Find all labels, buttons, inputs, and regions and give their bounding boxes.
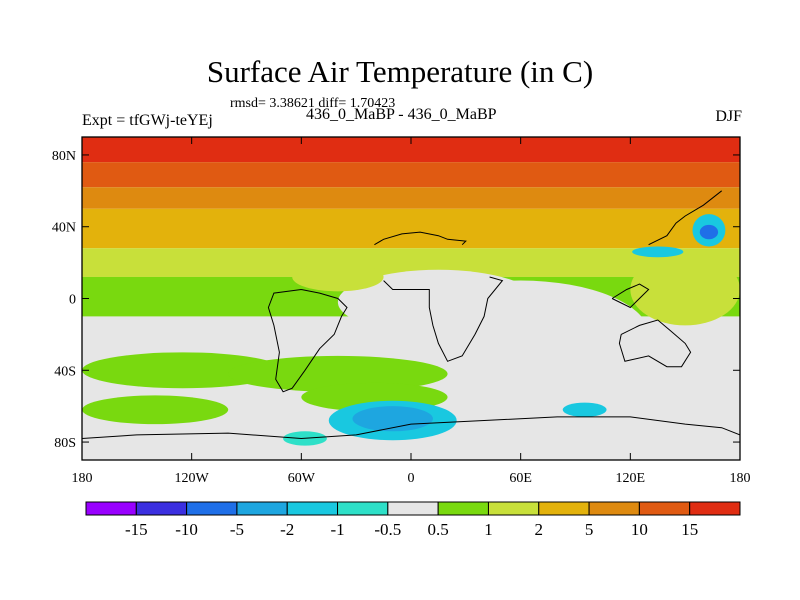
coastline-layer	[82, 190, 740, 440]
season-label: DJF	[715, 108, 742, 125]
x-tick-label: 120E	[616, 471, 646, 486]
coastline-2	[383, 276, 504, 362]
field-band-2	[82, 187, 740, 209]
field-band-3	[82, 208, 740, 249]
colorbar-label: 10	[631, 520, 648, 539]
field-patch-1	[392, 280, 649, 389]
y-tick-label: 40N	[52, 221, 76, 236]
y-tick-label: 80S	[54, 436, 76, 451]
colorbar-swatch	[437, 501, 489, 516]
coastline-5	[648, 190, 723, 246]
colorbar-swatch	[186, 501, 238, 516]
colorbar-label: 5	[585, 520, 594, 539]
coastline-1	[267, 289, 348, 393]
colorbar-label: -15	[125, 520, 148, 539]
colorbar-swatch	[135, 501, 188, 516]
colorbar-swatch	[538, 501, 590, 516]
y-tick-label: 0	[69, 293, 76, 308]
coastline-3	[618, 319, 692, 368]
field-patch-11	[699, 224, 719, 240]
colorbar-swatch	[638, 501, 691, 516]
x-tick-label: 60E	[509, 471, 532, 486]
field-patch-9	[352, 406, 433, 432]
field-patch-6	[292, 262, 384, 292]
x-tick-label: 0	[408, 471, 415, 486]
colorbar-label: -1	[330, 520, 344, 539]
experiment-label: Expt = tfGWj-teYEj	[82, 112, 213, 129]
axes-layer: 180 120W 60W 0 60E 120E 180 80N 40N 0 40S 80S	[52, 137, 751, 486]
chart-title: Surface Air Temperature (in C)	[206, 54, 594, 89]
coastline-6	[82, 416, 740, 440]
field-patch-12	[632, 246, 684, 258]
colorbar-swatch	[588, 501, 640, 516]
colorbar-swatch	[337, 501, 389, 516]
field-patch-7	[630, 253, 740, 326]
x-tick-label: 180	[72, 471, 93, 486]
colorbar-label: -10	[175, 520, 198, 539]
case-label: 436_0_MaBP - 436_0_MaBP	[306, 106, 497, 123]
colorbar: -15 -10 -5 -2 -1 -0.5 0.5 1 2 5 10 15	[85, 501, 741, 539]
colorbar-swatch	[487, 501, 540, 516]
colorbar-label: -2	[280, 520, 294, 539]
field-layer	[82, 137, 740, 460]
colorbar-label: 2	[535, 520, 544, 539]
x-tick-label: 180	[730, 471, 751, 486]
y-tick-label: 80N	[52, 149, 76, 164]
coastline-4	[611, 283, 650, 309]
colorbar-swatch	[689, 501, 741, 516]
field-patch-4	[82, 395, 229, 425]
colorbar-label: 15	[681, 520, 698, 539]
field-band-1	[82, 162, 740, 188]
field-patch-2	[82, 352, 284, 389]
colorbar-label: 0.5	[428, 520, 449, 539]
colorbar-swatch	[286, 501, 339, 516]
colorbar-swatch	[387, 501, 439, 516]
colorbar-label: 1	[484, 520, 493, 539]
x-tick-label: 120W	[175, 471, 210, 486]
colorbar-swatch	[236, 501, 288, 516]
y-tick-label: 40S	[54, 364, 76, 379]
colorbar-label: -0.5	[374, 520, 401, 539]
field-patch-13	[562, 402, 607, 417]
x-tick-label: 60W	[288, 471, 316, 486]
colorbar-label: -5	[230, 520, 244, 539]
coastline-0	[374, 231, 467, 246]
field-patch-3	[228, 355, 448, 392]
colorbar-swatch	[85, 501, 137, 516]
stats-line: rmsd= 3.38621 diff= 1.70423	[230, 96, 396, 111]
